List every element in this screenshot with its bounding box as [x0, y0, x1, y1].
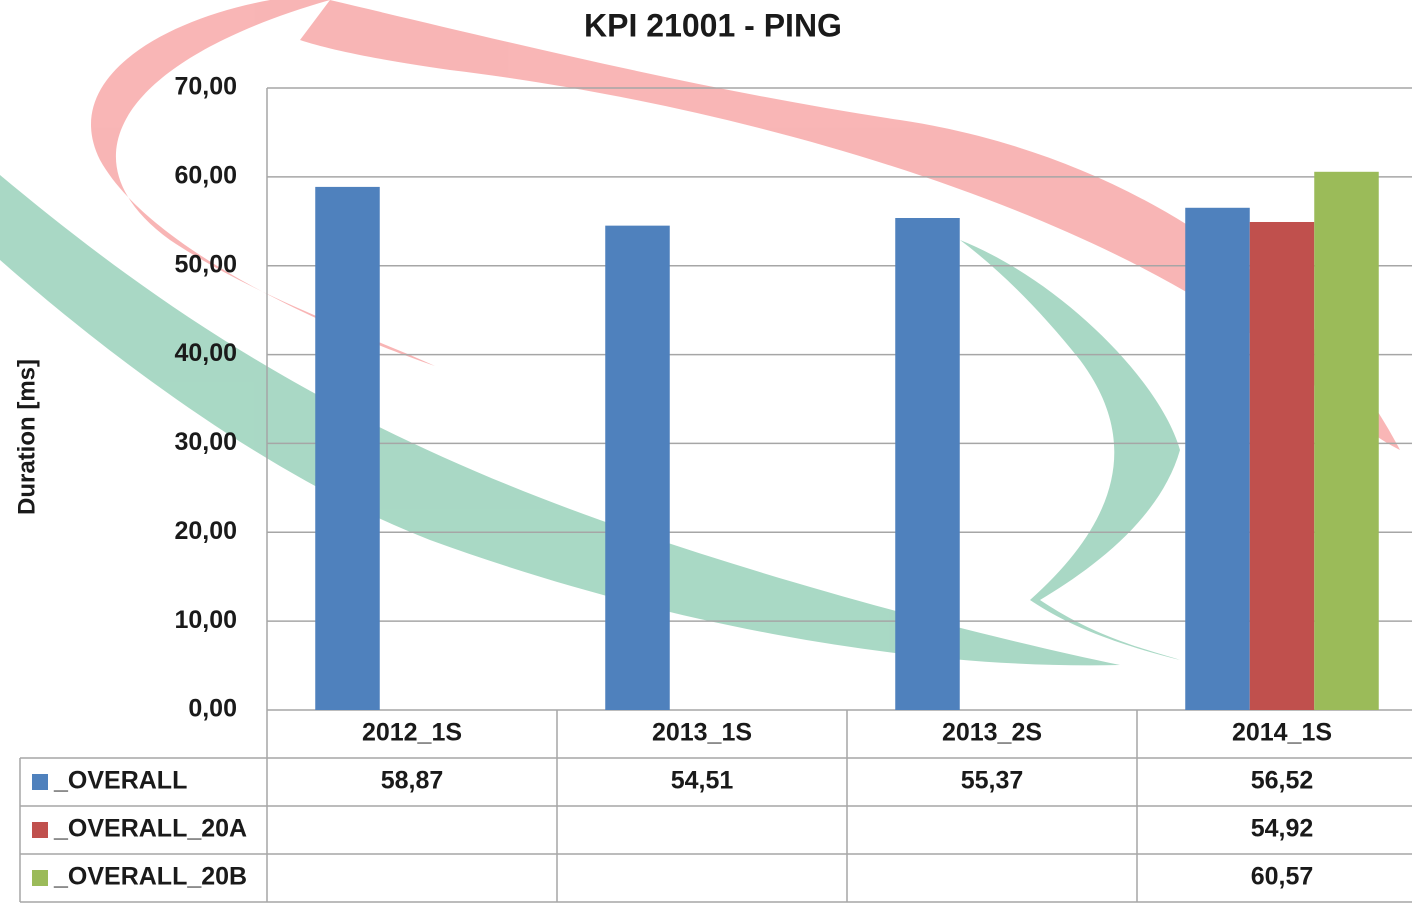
x-tick-label: 2013_1S	[652, 719, 752, 747]
y-tick-label: 10,00	[174, 606, 237, 634]
bar	[1249, 221, 1315, 710]
bar	[895, 217, 960, 711]
bar	[605, 225, 670, 710]
bar	[1185, 207, 1250, 711]
table-value: 54,92	[1251, 815, 1314, 843]
y-tick-label: 60,00	[174, 161, 237, 189]
table-value: 60,57	[1251, 863, 1314, 891]
legend-label: _OVERALL	[53, 767, 187, 795]
y-tick-label: 30,00	[174, 428, 237, 456]
chart-title: KPI 21001 - PING	[584, 7, 842, 43]
y-tick-label: 70,00	[174, 73, 237, 101]
legend-swatch	[32, 870, 48, 886]
legend-swatch	[32, 822, 48, 838]
legend-label: _OVERALL_20A	[53, 815, 247, 843]
background-swoosh	[0, 0, 1400, 666]
x-tick-label: 2013_2S	[942, 719, 1042, 747]
y-tick-label: 20,00	[174, 517, 237, 545]
bar	[315, 186, 380, 710]
x-tick-label: 2012_1S	[362, 719, 462, 747]
y-tick-label: 40,00	[174, 339, 237, 367]
table-value: 58,87	[381, 767, 444, 795]
bar	[1314, 171, 1379, 710]
y-tick-label: 50,00	[174, 250, 237, 278]
table-lines	[19, 88, 1412, 903]
legend-swatch	[32, 774, 48, 790]
legend-label: _OVERALL_20B	[53, 863, 247, 891]
y-tick-label: 0,00	[188, 695, 237, 723]
x-tick-label: 2014_1S	[1232, 719, 1332, 747]
table-value: 55,37	[961, 767, 1024, 795]
y-axis-title: Duration [ms]	[13, 359, 40, 515]
table-value: 54,51	[671, 767, 734, 795]
table-value: 56,52	[1251, 767, 1314, 795]
